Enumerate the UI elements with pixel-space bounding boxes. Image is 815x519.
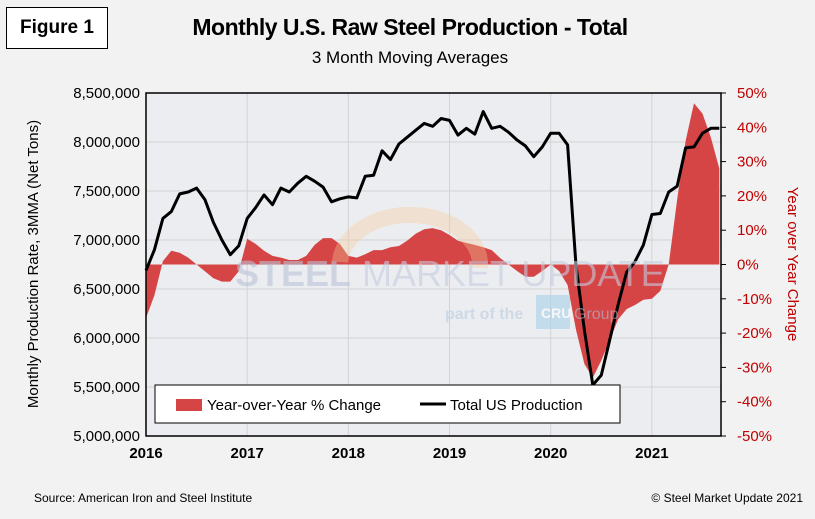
y2-tick-label: 0%: [737, 257, 759, 274]
watermark-logo: STEEL MARKET UPDATE part of the CRU Grou…: [235, 206, 665, 329]
chart-subtitle: 3 Month Moving Averages: [311, 48, 509, 67]
legend: Year-over-Year % Change Total US Product…: [154, 384, 621, 424]
y2-tick-label: -10%: [737, 291, 772, 308]
x-tick-label: 2020: [534, 445, 567, 462]
y2-tick-label: 50%: [737, 85, 767, 102]
y-tick-label: 5,500,000: [73, 379, 140, 396]
y2-tick-label: 20%: [737, 188, 767, 205]
y2-tick-label: 40%: [737, 119, 767, 136]
y-tick-label: 7,500,000: [73, 183, 140, 200]
y-tick-label: 6,000,000: [73, 330, 140, 347]
y2-tick-label: 10%: [737, 222, 767, 239]
y2-tick-label: -50%: [737, 428, 772, 445]
y-tick-label: 8,500,000: [73, 85, 140, 102]
y2-axis-label: Year over Year Change: [784, 187, 801, 342]
watermark-arc: [332, 206, 489, 269]
y-tick-label: 8,000,000: [73, 134, 140, 151]
y2-tick-label: -30%: [737, 359, 772, 376]
x-tick-label: 2021: [635, 445, 668, 462]
legend-label-yoy: Year-over-Year % Change: [207, 397, 381, 414]
y2-tick-label: 30%: [737, 154, 767, 171]
x-axis-ticks: 2016 2017 2018 2019 2020 2021: [129, 445, 668, 462]
y-tick-label: 6,500,000: [73, 281, 140, 298]
total-production-line: [144, 110, 720, 387]
watermark-group: Group: [574, 306, 619, 323]
legend-swatch-yoy: [176, 399, 202, 411]
y-tick-label: 7,000,000: [73, 232, 140, 249]
watermark-cru-box: [536, 295, 570, 329]
y2-tick-label: -40%: [737, 394, 772, 411]
watermark-market-update: MARKET UPDATE: [362, 253, 665, 294]
right-axis-ticks: -50% -40% -30% -20% -10% 0% 10% 20% 30% 40% 50%: [721, 85, 772, 445]
left-axis-ticks: 5,000,000 5,500,000 6,000,000 6,500,000 7,00…: [73, 85, 140, 445]
x-tick-label: 2016: [129, 445, 162, 462]
y-axis-label: Monthly Production Rate, 3MMA (Net Tons): [25, 120, 42, 408]
chart-title: Monthly U.S. Raw Steel Production - Tota…: [192, 14, 628, 40]
figure-label: Figure 1: [6, 7, 108, 49]
x-tick-label: 2018: [332, 445, 365, 462]
legend-box: [154, 384, 621, 424]
source-note: Source: American Iron and Steel Institut…: [34, 491, 253, 505]
x-tick-label: 2019: [433, 445, 466, 462]
copyright-note: © Steel Market Update 2021: [651, 491, 803, 505]
watermark-part-of: part of the: [445, 306, 523, 323]
y-tick-label: 5,000,000: [73, 428, 140, 445]
legend-label-production: Total US Production: [450, 397, 583, 414]
yoy-change-area: [146, 103, 720, 378]
watermark-steel: STEEL: [235, 253, 351, 294]
x-tick-label: 2017: [230, 445, 263, 462]
y2-tick-label: -20%: [737, 325, 772, 342]
watermark-cru: CRU: [541, 305, 571, 321]
